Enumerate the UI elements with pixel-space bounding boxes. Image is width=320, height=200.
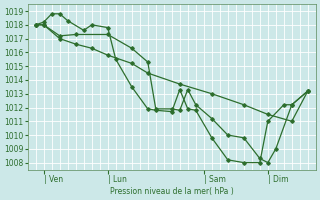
X-axis label: Pression niveau de la mer( hPa ): Pression niveau de la mer( hPa ) [110,187,234,196]
